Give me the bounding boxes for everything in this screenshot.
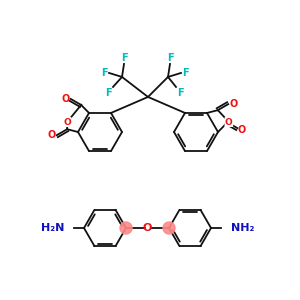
Text: F: F xyxy=(105,88,112,98)
Text: O: O xyxy=(225,118,233,127)
Text: F: F xyxy=(167,53,173,63)
Text: O: O xyxy=(47,130,56,140)
Text: F: F xyxy=(101,68,108,78)
Text: F: F xyxy=(177,88,184,98)
Text: H₂N: H₂N xyxy=(40,223,64,233)
Text: O: O xyxy=(61,94,70,104)
Text: F: F xyxy=(121,53,127,63)
Text: O: O xyxy=(143,223,152,233)
Text: O: O xyxy=(63,118,71,127)
Text: O: O xyxy=(237,125,245,135)
Text: O: O xyxy=(229,99,238,109)
Circle shape xyxy=(163,222,175,234)
Text: NH₂: NH₂ xyxy=(231,223,254,233)
Circle shape xyxy=(120,222,132,234)
Text: F: F xyxy=(182,68,189,78)
